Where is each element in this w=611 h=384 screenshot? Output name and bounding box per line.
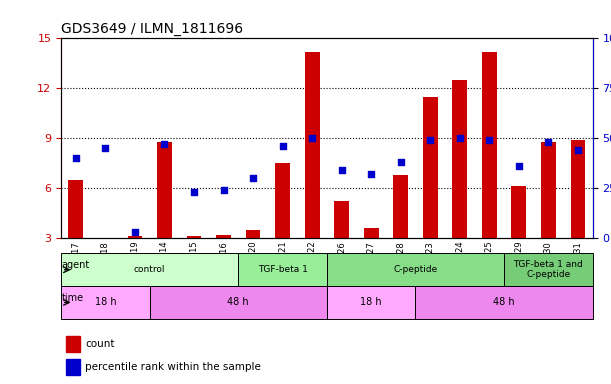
Bar: [68, 180, 83, 238]
Point: [396, 159, 406, 165]
FancyBboxPatch shape: [238, 253, 327, 286]
Bar: [275, 163, 290, 238]
Point: [337, 167, 346, 173]
Bar: [541, 142, 556, 238]
Text: 18 h: 18 h: [95, 297, 116, 308]
FancyBboxPatch shape: [61, 253, 238, 286]
Bar: [305, 52, 320, 238]
Bar: [334, 202, 349, 238]
Point: [100, 145, 110, 151]
FancyBboxPatch shape: [504, 253, 593, 286]
Point: [366, 171, 376, 177]
Bar: [423, 97, 437, 238]
Bar: [157, 142, 172, 238]
FancyBboxPatch shape: [415, 286, 593, 319]
Bar: [393, 175, 408, 238]
Bar: [452, 80, 467, 238]
Point: [573, 147, 583, 153]
Text: count: count: [85, 339, 114, 349]
Text: TGF-beta 1 and
C-peptide: TGF-beta 1 and C-peptide: [513, 260, 584, 280]
Text: control: control: [134, 265, 166, 274]
Text: TGF-beta 1: TGF-beta 1: [258, 265, 307, 274]
Point: [307, 135, 317, 141]
Bar: [571, 140, 585, 238]
Point: [219, 187, 229, 193]
Bar: [364, 228, 379, 238]
Bar: [67, 336, 79, 353]
Point: [455, 135, 464, 141]
Bar: [482, 52, 497, 238]
FancyBboxPatch shape: [327, 286, 415, 319]
Text: 48 h: 48 h: [227, 297, 249, 308]
Bar: [511, 187, 526, 238]
Point: [544, 139, 554, 145]
Point: [159, 141, 169, 147]
Bar: [128, 237, 142, 238]
Text: agent: agent: [62, 260, 90, 270]
FancyBboxPatch shape: [150, 286, 327, 319]
Point: [71, 155, 81, 161]
FancyBboxPatch shape: [327, 253, 504, 286]
FancyBboxPatch shape: [61, 286, 150, 319]
Point: [130, 229, 140, 235]
Point: [248, 175, 258, 181]
Point: [277, 143, 287, 149]
Text: GDS3649 / ILMN_1811696: GDS3649 / ILMN_1811696: [61, 22, 243, 36]
Point: [425, 137, 435, 143]
Text: 18 h: 18 h: [360, 297, 382, 308]
Text: time: time: [62, 293, 84, 303]
Text: 48 h: 48 h: [493, 297, 515, 308]
Point: [485, 137, 494, 143]
Bar: [216, 235, 231, 238]
Bar: [67, 359, 79, 376]
Point: [514, 163, 524, 169]
Text: percentile rank within the sample: percentile rank within the sample: [85, 362, 261, 372]
Text: C-peptide: C-peptide: [393, 265, 437, 274]
Point: [189, 189, 199, 195]
Bar: [186, 237, 202, 238]
Bar: [246, 230, 260, 238]
